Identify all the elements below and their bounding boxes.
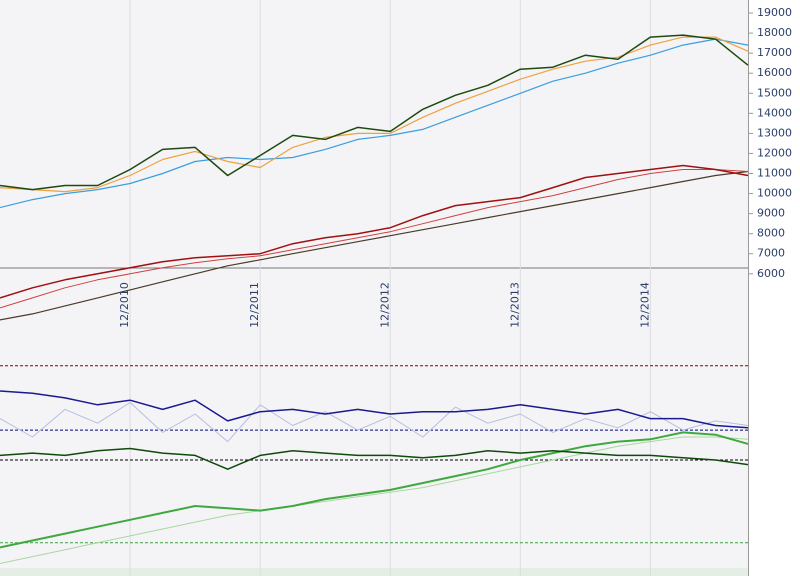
series-line — [0, 436, 749, 564]
series-line — [0, 447, 749, 470]
y-tick-label: 16000 — [757, 66, 792, 79]
x-tick-label: 12/2011 — [248, 282, 261, 328]
y-tick-label: 11000 — [757, 167, 792, 180]
series-line — [0, 38, 749, 209]
x-tick-label: 12/2010 — [118, 282, 131, 328]
y-tick-label: 17000 — [757, 46, 792, 59]
y-tick-label: 13000 — [757, 126, 792, 139]
y-tick-label: 12000 — [757, 146, 792, 159]
x-tick-label: 12/2012 — [378, 282, 391, 328]
series-line — [0, 164, 749, 299]
x-tick-label: 12/2014 — [638, 282, 651, 328]
y-tick-label: 18000 — [757, 26, 792, 39]
y-tick-label: 15000 — [757, 86, 792, 99]
y-tick-label: 10000 — [757, 187, 792, 200]
y-tick-label: 14000 — [757, 106, 792, 119]
y-tick-label: 9000 — [757, 207, 785, 220]
y-tick-label: 19000 — [757, 6, 792, 19]
series-line — [0, 431, 749, 549]
y-tick-label: 6000 — [757, 267, 785, 280]
series-line — [0, 402, 749, 443]
y-tick-label: 8000 — [757, 227, 785, 240]
series-line — [0, 34, 749, 191]
plot-background — [0, 0, 748, 576]
scroll-strip — [0, 568, 748, 576]
series-line — [0, 169, 749, 309]
x-tick-label: 12/2013 — [508, 282, 521, 328]
y-tick-label: 7000 — [757, 247, 785, 260]
series-line — [0, 390, 749, 429]
series-line — [0, 170, 749, 321]
